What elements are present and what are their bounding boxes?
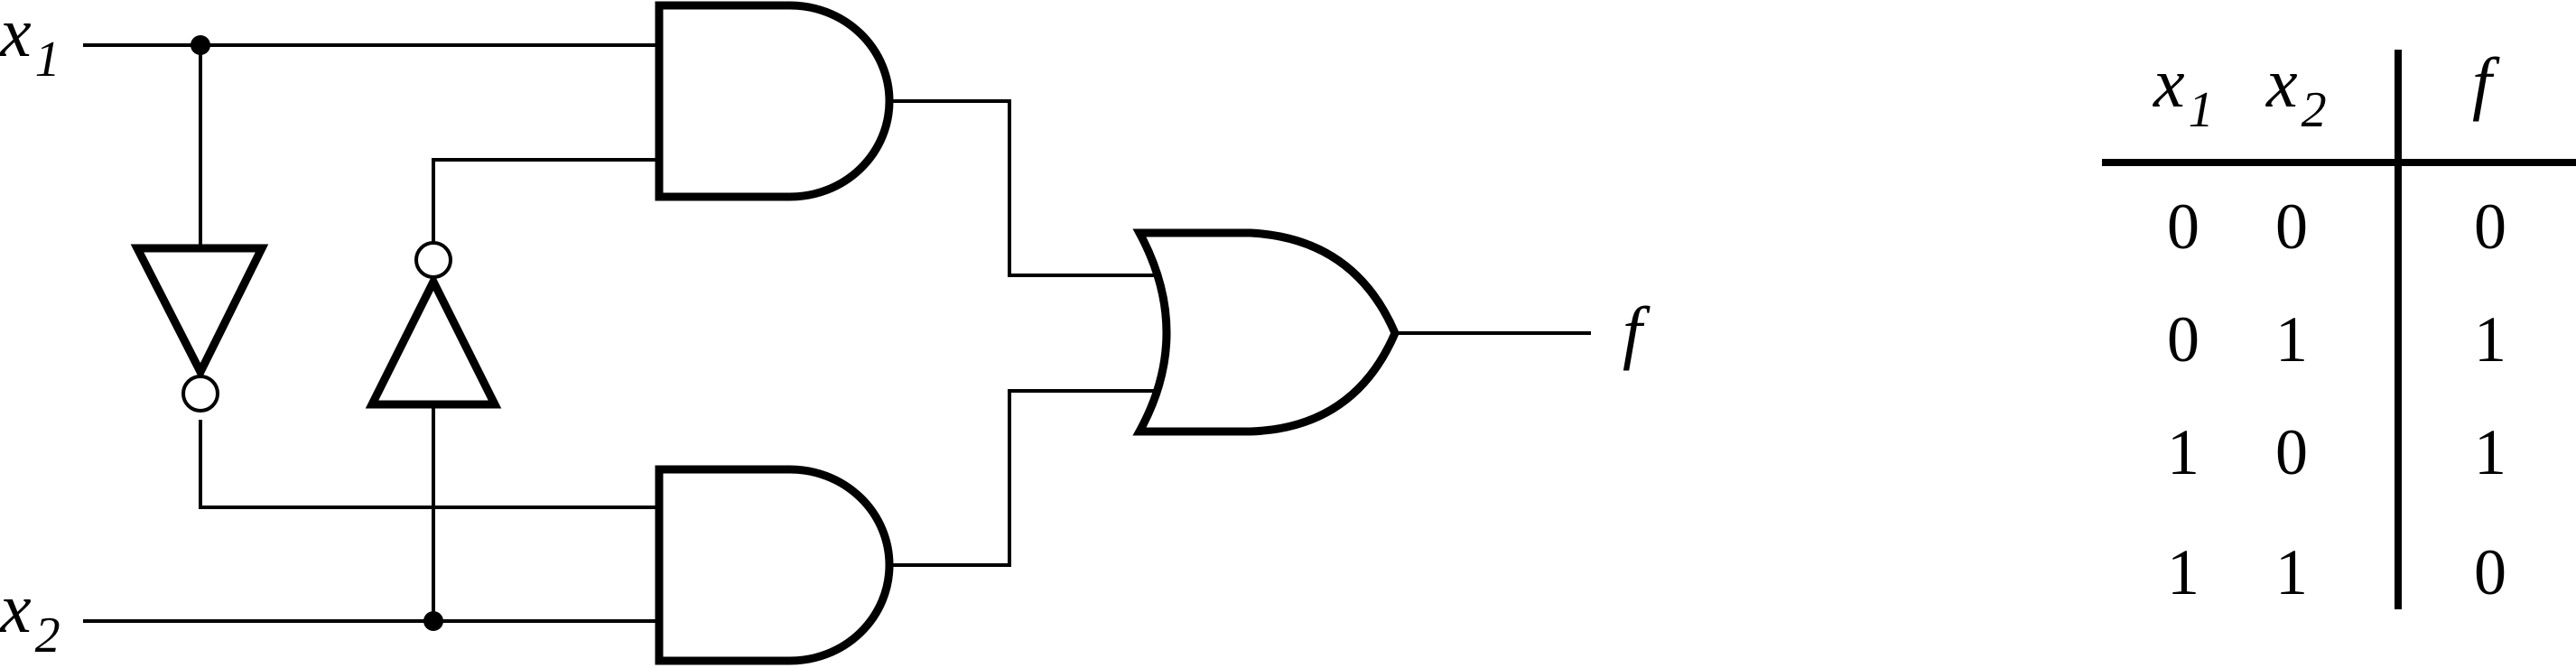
wire-not1-to-and2 xyxy=(199,420,659,509)
table-cell: 1 xyxy=(2275,536,2308,608)
wire-and1-to-or xyxy=(889,99,1154,277)
table-header-x1: x1 xyxy=(2153,43,2214,138)
table-cell: 1 xyxy=(2474,416,2506,488)
junction-dot-x1 xyxy=(191,35,210,55)
and-gate-2 xyxy=(655,465,894,665)
inverter-bubble xyxy=(181,375,219,413)
table-header-x2: x2 xyxy=(2265,43,2327,138)
table-cell: 0 xyxy=(2167,190,2199,263)
truth-table: x1 x2 f 0 0 0 0 1 1 1 0 1 1 1 0 xyxy=(2102,43,2576,609)
label-x2: x2 xyxy=(0,569,60,663)
table-cell: 1 xyxy=(2474,303,2506,376)
table-cell: 1 xyxy=(2275,303,2308,376)
table-header-f: f xyxy=(2472,43,2500,122)
and-gate-1 xyxy=(655,1,894,201)
table-cell: 0 xyxy=(2275,190,2308,263)
table-cell: 0 xyxy=(2275,416,2308,488)
table-cell: 1 xyxy=(2167,416,2199,488)
not-gate-1 xyxy=(130,244,269,413)
wire-not2-to-and1 xyxy=(432,158,659,242)
or-gate xyxy=(1132,228,1400,436)
label-x1: x1 xyxy=(0,0,60,88)
inverter-bubble xyxy=(414,241,452,279)
label-output-f: f xyxy=(1623,292,1651,371)
wire-and2-to-or xyxy=(889,389,1154,567)
table-cell: 0 xyxy=(2474,190,2506,263)
junction-dot-x2 xyxy=(423,611,443,631)
not-gate-2 xyxy=(365,241,502,409)
table-cell: 0 xyxy=(2167,303,2199,376)
table-cell: 1 xyxy=(2167,536,2199,608)
table-cell: 0 xyxy=(2474,536,2506,608)
wires xyxy=(83,43,1591,623)
